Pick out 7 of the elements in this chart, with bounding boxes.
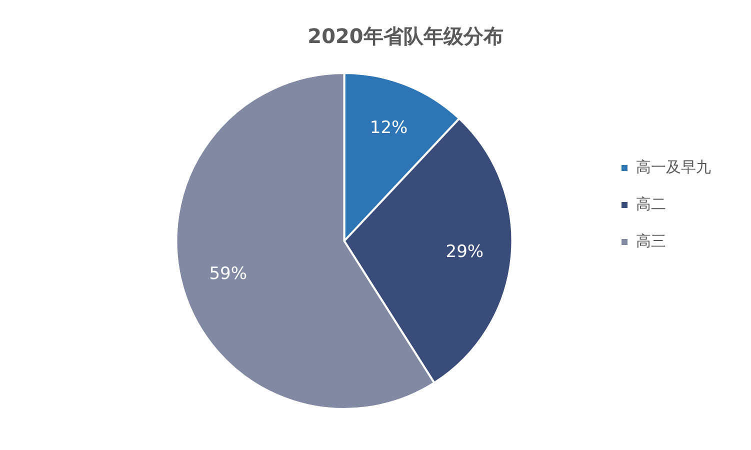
legend-label: 高一及早九 (636, 158, 711, 176)
data-label: 12% (370, 118, 408, 138)
legend-label: 高二 (636, 194, 666, 213)
data-label: 59% (209, 264, 247, 284)
legend-label: 高三 (636, 232, 666, 250)
data-label: 29% (446, 242, 484, 262)
chart-title: 2020年省队年级分布 (308, 24, 504, 48)
